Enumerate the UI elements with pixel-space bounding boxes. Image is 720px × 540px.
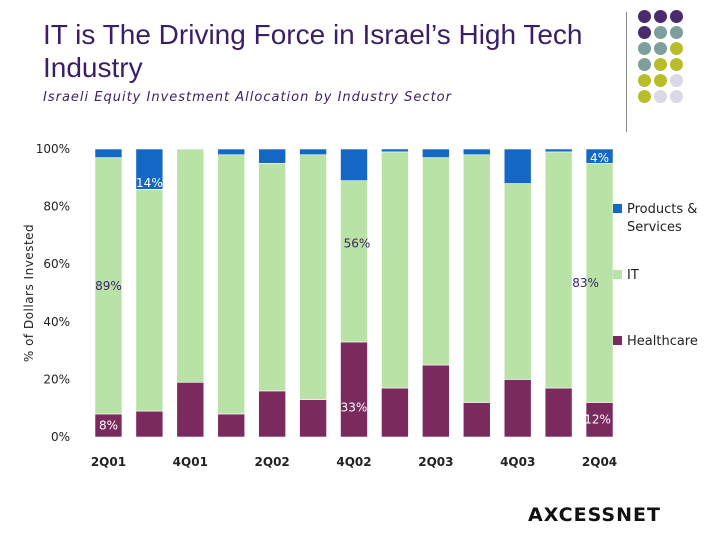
legend-swatch bbox=[613, 336, 622, 345]
x-tick-label: 2Q03 bbox=[418, 455, 453, 469]
bar-segment bbox=[176, 381, 205, 438]
y-tick-label: 80% bbox=[43, 200, 70, 214]
bar-segment bbox=[544, 151, 573, 389]
x-tick-label: 4Q02 bbox=[336, 455, 371, 469]
bar-segment bbox=[585, 148, 614, 164]
bar-segment bbox=[585, 402, 614, 438]
y-tick-label: 20% bbox=[43, 372, 70, 386]
bar-segment bbox=[422, 157, 450, 366]
legend-label: Healthcare bbox=[627, 334, 698, 349]
decorative-dot bbox=[638, 90, 651, 103]
decorative-dot bbox=[670, 58, 683, 71]
bar-segment bbox=[422, 148, 450, 158]
decorative-dot bbox=[654, 74, 667, 87]
bar-segment bbox=[585, 163, 614, 403]
bar-segment bbox=[217, 154, 246, 415]
bar-segment bbox=[462, 154, 491, 403]
decorative-dot bbox=[670, 90, 683, 103]
slide-subtitle: Israeli Equity Investment Allocation by … bbox=[43, 90, 452, 105]
decorative-dot bbox=[670, 74, 683, 87]
bar-segment bbox=[340, 180, 368, 343]
legend-label: IT bbox=[627, 268, 639, 283]
bar-segment bbox=[217, 413, 246, 438]
bar-segment bbox=[503, 183, 532, 380]
bar-segment bbox=[135, 410, 164, 438]
bar-segment bbox=[381, 148, 409, 153]
bar-segment bbox=[299, 154, 327, 400]
bar-segment bbox=[422, 364, 450, 438]
y-axis-label: % of Dollars Invested bbox=[22, 224, 36, 362]
bar-segment bbox=[176, 148, 205, 383]
header-divider bbox=[626, 12, 627, 132]
slide-title: IT is The Driving Force in Israel’s High… bbox=[43, 19, 583, 83]
bar-segment bbox=[258, 163, 286, 392]
bar-segment bbox=[258, 148, 286, 164]
x-tick-label: 2Q04 bbox=[582, 455, 617, 469]
decorative-dot bbox=[670, 10, 683, 23]
bar-segment bbox=[135, 148, 164, 190]
bar-segment bbox=[381, 151, 409, 389]
bar-segment bbox=[340, 341, 368, 438]
company-logo: AXCESSNET bbox=[528, 504, 661, 526]
data-label: 33% bbox=[341, 400, 368, 414]
bar-segment bbox=[299, 148, 327, 156]
bar-segment bbox=[544, 148, 573, 153]
y-tick-label: 100% bbox=[36, 142, 70, 156]
legend-label: Products & bbox=[627, 202, 697, 217]
bar-segment bbox=[135, 189, 164, 412]
decorative-dot-grid bbox=[638, 10, 718, 120]
decorative-dot bbox=[638, 74, 651, 87]
decorative-dot bbox=[638, 58, 651, 71]
legend-swatch bbox=[613, 270, 622, 279]
data-label: 89% bbox=[95, 279, 122, 293]
decorative-dot bbox=[654, 58, 667, 71]
x-tick-label: 2Q02 bbox=[255, 455, 290, 469]
bar-segment bbox=[217, 148, 246, 156]
decorative-dot bbox=[670, 26, 683, 39]
data-label: 83% bbox=[572, 276, 599, 290]
bar-segment bbox=[462, 148, 491, 156]
legend-label: Services bbox=[627, 220, 682, 235]
data-label: 56% bbox=[344, 236, 371, 250]
decorative-dot bbox=[654, 90, 667, 103]
decorative-dot bbox=[638, 42, 651, 55]
data-label: 8% bbox=[99, 418, 118, 432]
bar-segment bbox=[503, 379, 532, 438]
data-label: 4% bbox=[590, 151, 609, 165]
decorative-dot bbox=[654, 10, 667, 23]
decorative-dot bbox=[654, 42, 667, 55]
data-label: 14% bbox=[136, 176, 163, 190]
decorative-dot bbox=[654, 26, 667, 39]
bar-segment bbox=[94, 148, 123, 158]
data-label: 12% bbox=[584, 413, 611, 427]
bar-segment bbox=[544, 387, 573, 438]
bar-segment bbox=[381, 387, 409, 438]
decorative-dot bbox=[638, 10, 651, 23]
decorative-dot bbox=[670, 42, 683, 55]
bar-segment bbox=[462, 402, 491, 438]
legend-swatch bbox=[613, 204, 622, 213]
y-tick-label: 60% bbox=[43, 257, 70, 271]
bar-segment bbox=[299, 399, 327, 438]
x-tick-label: 4Q01 bbox=[173, 455, 208, 469]
y-tick-label: 0% bbox=[51, 430, 70, 444]
bar-segment bbox=[503, 148, 532, 184]
bar-segment bbox=[258, 390, 286, 438]
x-tick-label: 2Q01 bbox=[91, 455, 126, 469]
x-tick-label: 4Q03 bbox=[500, 455, 535, 469]
decorative-dot bbox=[638, 26, 651, 39]
bar-segment bbox=[340, 148, 368, 181]
y-tick-label: 40% bbox=[43, 315, 70, 329]
